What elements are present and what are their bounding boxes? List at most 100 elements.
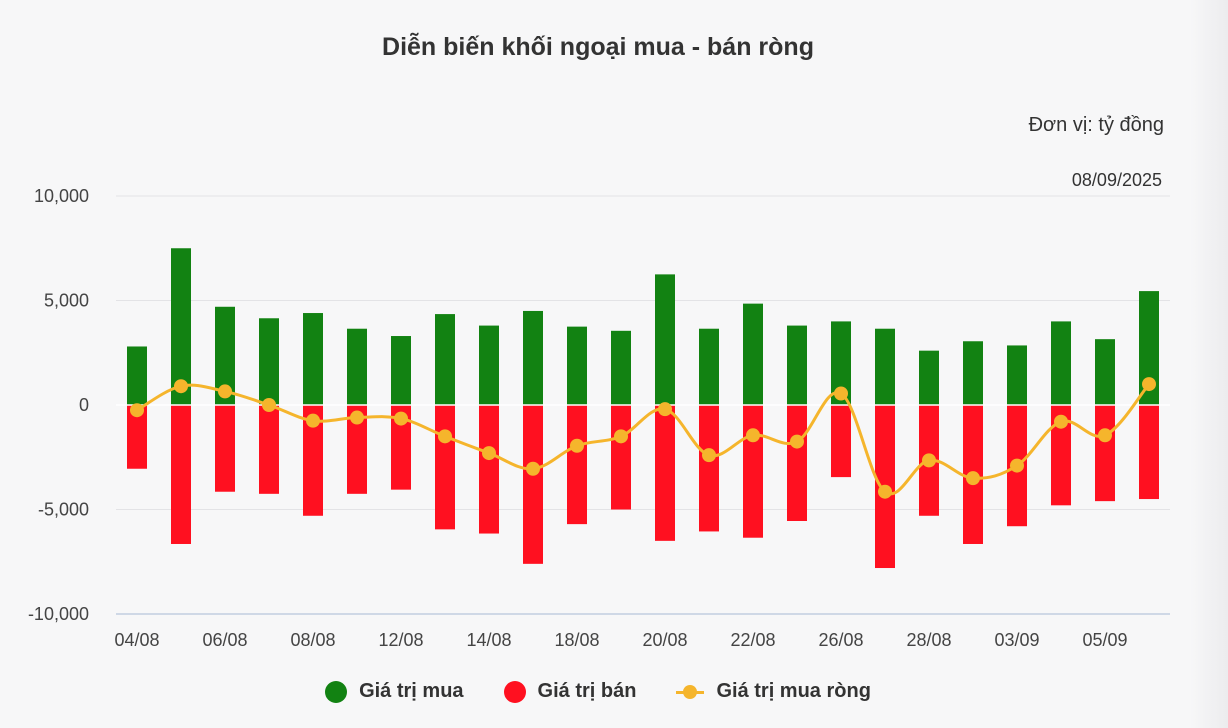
x-tick-label: 14/08 [466,630,511,650]
y-tick-label: 0 [79,395,89,415]
buy-bar [611,330,631,405]
sell-bar [567,405,587,525]
sell-bar [1139,405,1159,500]
legend-item-sell[interactable]: Giá trị bán [503,680,637,703]
x-tick-label: 06/08 [202,630,247,650]
legend-buy-marker [325,680,348,703]
legend-buy-label: Giá trị mua [359,680,464,702]
buy-bar [831,321,851,405]
legend-item-net[interactable]: Giá trị mua ròng [676,680,871,703]
net-point [746,428,760,443]
x-tick-label: 22/08 [730,630,775,650]
x-tick-label: 05/09 [1082,630,1127,650]
net-point [1098,428,1112,443]
x-tick-label: 04/08 [114,630,159,650]
x-tick-label: 20/08 [642,630,687,650]
y-tick-label: 10,000 [34,186,89,206]
buy-bar [303,313,323,405]
legend: Giá trị mua Giá trị bán Giá trị mua ròng [0,680,1196,703]
legend-net-label: Giá trị mua ròng [716,680,871,702]
sell-bar [479,405,499,534]
date-label: 08/09/2025 [1071,170,1162,190]
sell-bar [611,405,631,510]
sell-bar [303,405,323,516]
net-point [658,402,672,417]
net-line-path [136,383,1151,496]
sell-bar [1051,405,1071,506]
x-axis-labels: 04/08 06/08 08/08 12/08 14/08 18/08 20/08 22/08… [114,630,1127,650]
buy-bar [875,328,895,405]
legend-item-buy[interactable]: Giá trị mua [325,680,464,703]
y-tick-label: 5,000 [44,291,89,311]
chart-title: Diễn biến khối ngoại mua - bán ròng [382,33,814,61]
buy-bar [1051,321,1071,405]
sell-bar [171,405,191,544]
x-tick-label: 03/09 [994,630,1039,650]
net-point [438,429,452,444]
unit-label: Đơn vị: tỷ đồng [1028,114,1164,136]
sell-bar [347,405,367,494]
sell-bar [215,405,235,492]
net-point [262,398,276,412]
net-point [966,471,980,486]
buy-bar [347,328,367,405]
x-tick-label: 12/08 [378,630,423,650]
buy-bar [435,314,455,405]
buy-bar [1095,339,1115,405]
sell-bar [1095,405,1115,502]
sell-bar [699,405,719,532]
net-point [394,411,408,426]
sell-bar [523,405,543,564]
sell-bar [655,405,675,541]
buy-bar [1139,291,1159,405]
buy-bar [919,350,939,405]
buy-bar [567,326,587,405]
net-point [130,403,144,418]
page-edge-shadow [1190,0,1228,728]
net-point [350,410,364,425]
x-tick-label: 18/08 [554,630,599,650]
net-point [218,384,232,399]
net-point [570,438,584,453]
net-point [174,379,188,394]
x-tick-label: 08/08 [290,630,335,650]
y-tick-label: -10,000 [28,604,89,624]
net-point [1010,458,1024,473]
x-tick-label: 26/08 [818,630,863,650]
buy-bar [655,274,675,405]
sell-bar [127,405,147,469]
sell-bar [391,405,411,490]
net-point [790,434,804,449]
net-line [130,377,1156,499]
net-point [702,448,716,463]
sell-bar [831,405,851,478]
sell-bar [743,405,763,538]
buy-bar [479,325,499,405]
net-point [922,453,936,468]
buy-bar [127,346,147,405]
net-point [834,386,848,401]
net-point [614,429,628,444]
net-point [482,446,496,461]
buy-bar [523,310,543,405]
buy-bar [259,318,279,405]
sell-bar [435,405,455,530]
legend-net-marker [676,681,705,703]
buy-bar [963,341,983,405]
net-point [306,413,320,428]
net-point [1142,377,1156,392]
net-point [526,461,540,476]
buy-bar [787,325,807,405]
sell-bar [259,405,279,494]
buy-bar [215,306,235,405]
y-axis-labels: 10,000 5,000 0 -5,000 -10,000 [28,186,89,624]
buy-bar [171,248,191,405]
legend-sell-marker [503,680,526,703]
net-point [1054,414,1068,429]
legend-sell-label: Giá trị bán [537,680,637,702]
x-tick-label: 28/08 [906,630,951,650]
y-tick-label: -5,000 [38,500,89,520]
buy-bar [1007,345,1027,405]
buy-bar [699,328,719,405]
